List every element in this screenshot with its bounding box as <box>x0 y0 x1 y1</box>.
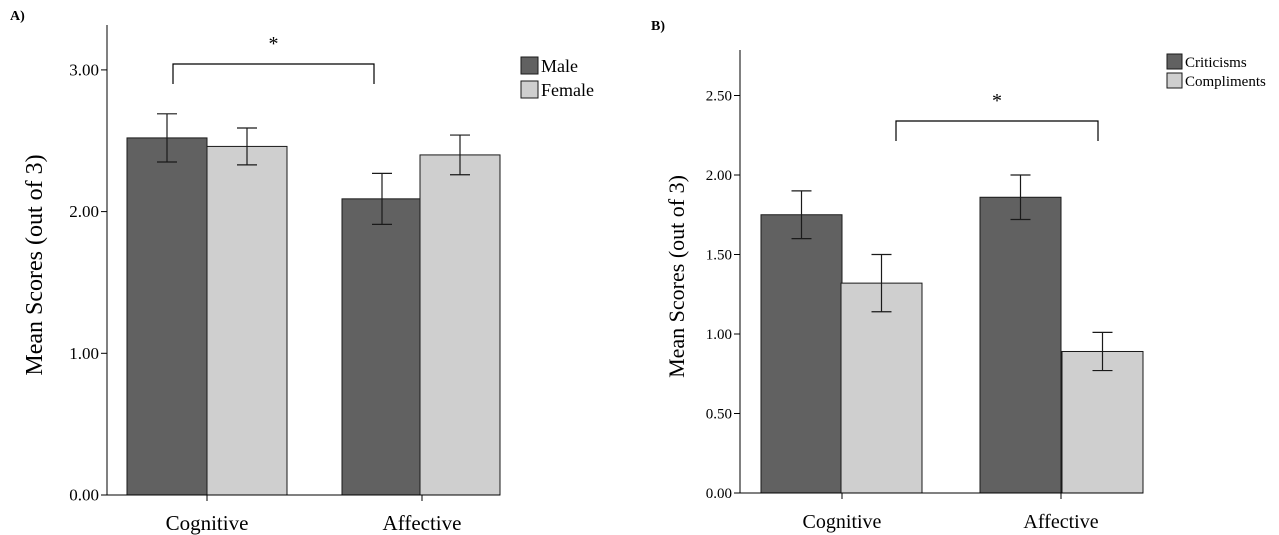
x-tick-label: Cognitive <box>803 511 882 533</box>
legend-swatch <box>520 80 539 99</box>
y-axis-title: Mean Scores (out of 3) <box>22 154 48 375</box>
significance-star: * <box>269 33 279 55</box>
bar <box>126 137 208 496</box>
y-tick-label: 2.00 <box>706 168 732 184</box>
significance-star: * <box>992 90 1002 112</box>
y-tick-label: 0.50 <box>706 406 732 422</box>
panel-label: A) <box>10 9 25 24</box>
legend-label: Compliments <box>1185 74 1266 90</box>
y-tick-label: 0.00 <box>706 486 732 502</box>
significance-bracket <box>895 120 1099 141</box>
y-tick-label: 0.00 <box>69 486 99 505</box>
bar <box>341 198 423 496</box>
y-tick-label: 2.00 <box>69 202 99 221</box>
legend-label: Criticisms <box>1185 55 1247 71</box>
bar <box>760 214 843 494</box>
legend-label: Female <box>541 80 594 100</box>
y-tick-label: 1.00 <box>706 327 732 343</box>
y-tick-label: 1.00 <box>69 344 99 363</box>
legend-swatch <box>1166 53 1183 70</box>
bar <box>840 282 923 494</box>
y-tick-label: 1.50 <box>706 247 732 263</box>
panel-label: B) <box>651 19 665 34</box>
x-tick-label: Affective <box>1023 511 1098 533</box>
legend-swatch <box>1166 72 1183 89</box>
significance-bracket <box>172 63 375 84</box>
x-tick-label: Affective <box>383 511 462 535</box>
bar <box>1061 350 1144 494</box>
y-tick-label: 2.50 <box>706 88 732 104</box>
bar <box>979 196 1062 494</box>
x-tick-label: Cognitive <box>166 511 249 535</box>
bar <box>206 145 288 496</box>
y-axis-title: Mean Scores (out of 3) <box>664 175 689 378</box>
legend-label: Male <box>541 56 578 76</box>
panel-a: A) 0.00 1.00 2.00 3.00 Cognitive Affective Mean… <box>10 9 594 535</box>
y-tick-label: 3.00 <box>69 61 99 80</box>
legend-swatch <box>520 56 539 75</box>
panel-b: B) 0.00 0.50 1.00 1.50 2.00 2.50 Cognitive Affec… <box>651 19 1266 533</box>
bar <box>419 154 501 496</box>
